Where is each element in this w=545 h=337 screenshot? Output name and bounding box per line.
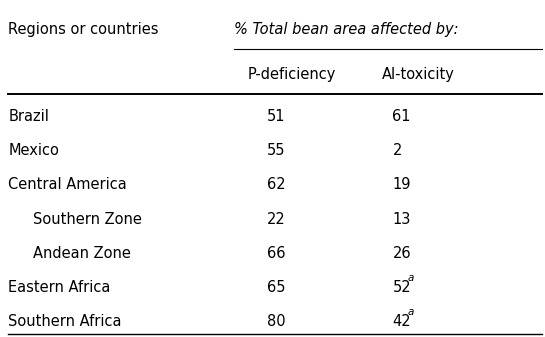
Text: Al-toxicity: Al-toxicity <box>382 67 455 83</box>
Text: 61: 61 <box>392 109 411 124</box>
Text: 66: 66 <box>267 246 286 261</box>
Text: 13: 13 <box>392 212 411 226</box>
Text: a: a <box>407 273 414 283</box>
Text: 19: 19 <box>392 177 411 192</box>
Text: Mexico: Mexico <box>8 143 59 158</box>
Text: a: a <box>407 307 414 317</box>
Text: Southern Africa: Southern Africa <box>8 314 122 329</box>
Text: 42: 42 <box>392 314 411 329</box>
Text: 26: 26 <box>392 246 411 261</box>
Text: Andean Zone: Andean Zone <box>33 246 131 261</box>
Text: 2: 2 <box>392 143 402 158</box>
Text: Regions or countries: Regions or countries <box>8 22 159 37</box>
Text: Southern Zone: Southern Zone <box>33 212 142 226</box>
Text: Central America: Central America <box>8 177 127 192</box>
Text: % Total bean area affected by:: % Total bean area affected by: <box>234 22 459 37</box>
Text: Brazil: Brazil <box>8 109 49 124</box>
Text: 55: 55 <box>267 143 286 158</box>
Text: 80: 80 <box>267 314 286 329</box>
Text: 62: 62 <box>267 177 286 192</box>
Text: 51: 51 <box>267 109 286 124</box>
Text: 22: 22 <box>267 212 286 226</box>
Text: Eastern Africa: Eastern Africa <box>8 280 111 295</box>
Text: 52: 52 <box>392 280 411 295</box>
Text: 65: 65 <box>267 280 286 295</box>
Text: P-deficiency: P-deficiency <box>248 67 336 83</box>
